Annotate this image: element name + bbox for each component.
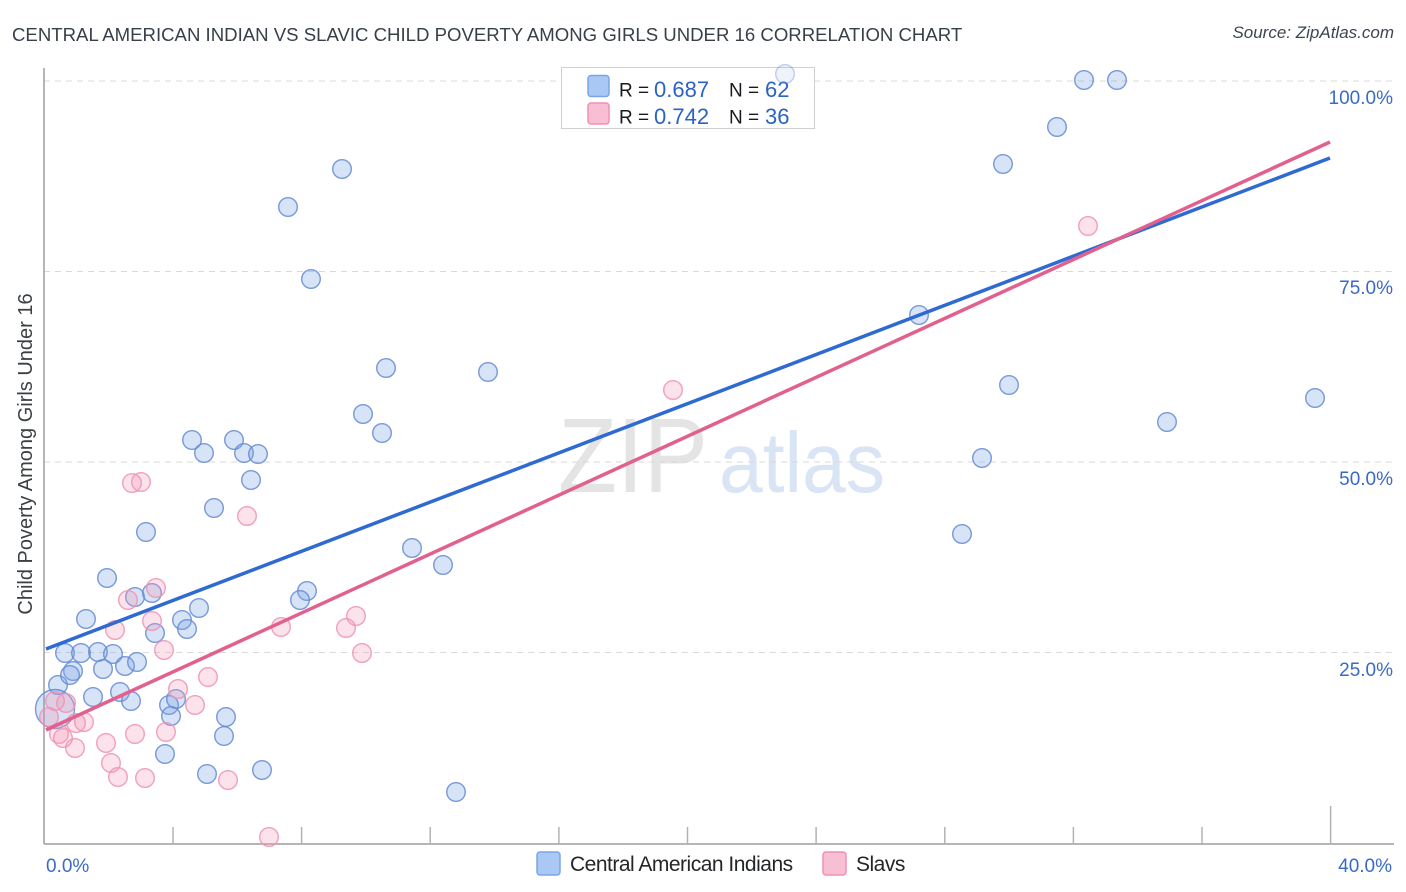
- svg-text:Central American Indians: Central American Indians: [570, 853, 793, 876]
- svg-text:atlas: atlas: [719, 416, 885, 511]
- svg-text:0.687: 0.687: [654, 77, 709, 102]
- svg-text:N =: N =: [729, 108, 759, 129]
- svg-text:Slavs: Slavs: [856, 853, 905, 876]
- svg-text:36: 36: [765, 104, 789, 129]
- svg-text:N =: N =: [729, 81, 759, 102]
- svg-text:25.0%: 25.0%: [1339, 660, 1393, 681]
- svg-text:100.0%: 100.0%: [1329, 88, 1394, 109]
- svg-text:ZIP: ZIP: [558, 397, 708, 515]
- svg-text:50.0%: 50.0%: [1339, 469, 1393, 490]
- svg-text:0.0%: 0.0%: [46, 856, 89, 877]
- svg-text:0.742: 0.742: [654, 104, 709, 129]
- svg-text:75.0%: 75.0%: [1339, 278, 1393, 299]
- svg-text:62: 62: [765, 77, 789, 102]
- svg-text:Source: ZipAtlas.com: Source: ZipAtlas.com: [1232, 23, 1394, 42]
- svg-text:R =: R =: [619, 108, 649, 129]
- svg-text:R =: R =: [619, 81, 649, 102]
- svg-text:Child Poverty Among Girls Unde: Child Poverty Among Girls Under 16: [15, 293, 37, 614]
- svg-text:40.0%: 40.0%: [1338, 856, 1392, 877]
- svg-text:CENTRAL AMERICAN INDIAN VS SLA: CENTRAL AMERICAN INDIAN VS SLAVIC CHILD …: [12, 24, 962, 45]
